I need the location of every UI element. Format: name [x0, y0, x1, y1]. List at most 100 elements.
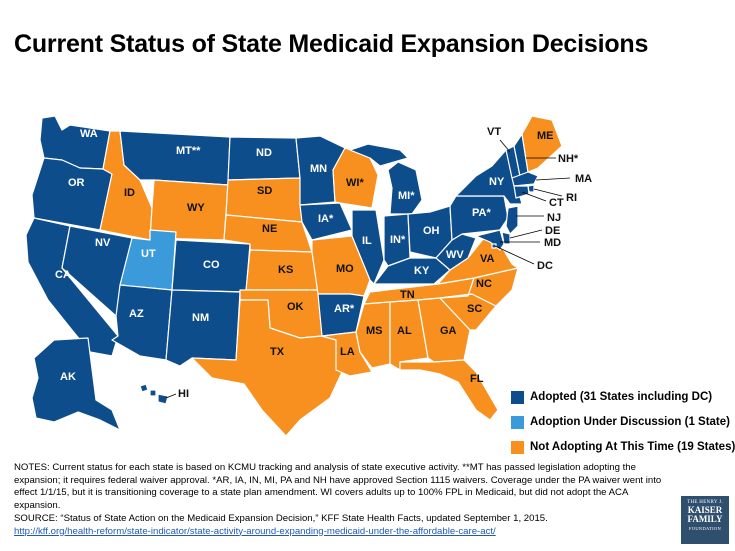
state-label-pa: PA* [472, 207, 491, 219]
state-ia[interactable] [299, 202, 353, 241]
state-label-de: DE [545, 225, 560, 237]
state-label-tn: TN [400, 289, 415, 301]
source-link[interactable]: http://kff.org/health-reform/state-indic… [14, 525, 496, 537]
leader-ri [533, 188, 563, 197]
state-label-ks: KS [278, 264, 293, 276]
state-label-tx: TX [270, 346, 285, 358]
state-label-nj: NJ [547, 212, 561, 224]
state-label-ok: OK [287, 301, 304, 313]
logo-line-1: THE HENRY J. [687, 500, 723, 505]
state-hi-1[interactable] [139, 383, 149, 393]
state-label-me: ME [537, 130, 554, 142]
state-hi-3[interactable] [157, 393, 169, 405]
legend-swatch-adopted [511, 390, 524, 404]
state-label-la: LA [340, 346, 355, 358]
state-label-ar: AR* [334, 303, 355, 315]
state-az[interactable] [111, 284, 173, 361]
state-md[interactable] [475, 229, 505, 251]
notes: NOTES: Current status for each state is … [14, 462, 664, 538]
legend-item-not-adopting: Not Adopting At This Time (19 States) [511, 439, 735, 455]
leader-vt [499, 139, 511, 153]
us-map: WA OR CA NV ID MT** WY UT CO AZ NM ND SD NE KS OK TX MN IA… [25, 115, 592, 437]
state-label-id: ID [124, 187, 135, 199]
state-label-dc: DC [537, 260, 553, 272]
state-label-nd: ND [256, 147, 272, 159]
state-me[interactable] [521, 115, 563, 173]
state-label-vt: VT [487, 126, 501, 138]
logo-line-4: FOUNDATION [689, 526, 721, 531]
leader-hi [165, 393, 177, 399]
state-label-nm: NM [192, 312, 209, 324]
state-label-ak: AK [60, 371, 76, 383]
state-tx[interactable] [191, 299, 343, 437]
state-label-sc: SC [467, 303, 482, 315]
state-ct[interactable] [513, 185, 530, 199]
legend-swatch-discussion [511, 415, 524, 429]
state-nj[interactable] [505, 205, 519, 235]
leader-dc [494, 245, 535, 265]
state-mi[interactable] [387, 161, 423, 215]
state-label-va: VA [480, 253, 495, 265]
state-label-mi: MI* [398, 190, 415, 202]
state-label-wi: WI* [346, 177, 364, 189]
legend-swatch-not-adopting [511, 440, 524, 454]
legend-item-adopted: Adopted (31 States including DC) [511, 389, 712, 405]
notes-text: NOTES: Current status for each state is … [14, 462, 662, 512]
logo-line-2: KAISER [687, 505, 723, 515]
state-label-ct: CT [549, 197, 564, 209]
legend-label-adopted: Adopted (31 States including DC) [530, 391, 713, 403]
state-label-hi: HI [178, 388, 189, 400]
state-label-nc: NC [476, 278, 492, 290]
state-label-il: IL [362, 235, 372, 247]
page-title: Current Status of State Medicaid Expansi… [14, 30, 649, 58]
leader-de [509, 229, 543, 239]
state-label-mt: MT** [176, 145, 201, 157]
state-label-or: OR [68, 177, 85, 189]
state-label-wv: WV [446, 249, 464, 261]
state-label-ia: IA* [318, 213, 334, 225]
state-label-ms: MS [366, 325, 383, 337]
state-label-md: MD [544, 237, 561, 249]
state-wy[interactable] [149, 179, 229, 241]
state-label-ga: GA [440, 325, 457, 337]
state-ak[interactable] [31, 337, 121, 431]
state-label-az: AZ [129, 308, 144, 320]
state-label-al: AL [397, 325, 412, 337]
state-label-mn: MN [310, 163, 327, 175]
state-label-ky: KY [414, 265, 430, 277]
state-dc[interactable] [491, 243, 497, 249]
state-label-ne: NE [262, 223, 277, 235]
state-va[interactable] [437, 237, 519, 285]
state-label-ri: RI [566, 192, 577, 204]
source-text: SOURCE: “Status of State Action on the M… [14, 512, 548, 524]
state-label-ca: CA [55, 269, 71, 281]
state-label-ma: MA [575, 173, 592, 185]
state-label-fl: FL [470, 373, 484, 385]
state-mt[interactable] [119, 130, 231, 186]
logo-line-3: FAMILY [687, 514, 723, 524]
state-nm[interactable] [165, 289, 241, 367]
state-label-co: CO [203, 259, 220, 271]
legend-label-not-adopting: Not Adopting At This Time (19 States) [530, 441, 735, 453]
legend-item-discussion: Adoption Under Discussion (1 State) [511, 414, 730, 430]
state-ar[interactable] [317, 293, 365, 337]
state-mi-upper[interactable] [349, 143, 409, 167]
state-label-in: IN* [390, 234, 406, 246]
state-label-ny: NY [489, 176, 505, 188]
leader-ct [521, 191, 547, 202]
state-or[interactable] [31, 157, 113, 231]
kff-logo: THE HENRY J. KAISER FAMILY FOUNDATION [681, 496, 729, 544]
legend-label-discussion: Adoption Under Discussion (1 State) [530, 416, 730, 428]
state-hi-2[interactable] [149, 389, 157, 397]
leader-ma [535, 177, 571, 181]
state-label-ut: UT [141, 248, 156, 260]
state-fl[interactable] [399, 359, 499, 421]
state-label-wy: WY [187, 202, 205, 214]
state-label-oh: OH [423, 225, 440, 237]
state-label-nv: NV [95, 237, 111, 249]
state-wi[interactable] [332, 147, 379, 209]
state-label-mo: MO [336, 263, 354, 275]
state-label-wa: WA [80, 128, 98, 140]
state-label-sd: SD [257, 185, 272, 197]
state-label-nh: NH* [558, 153, 579, 165]
